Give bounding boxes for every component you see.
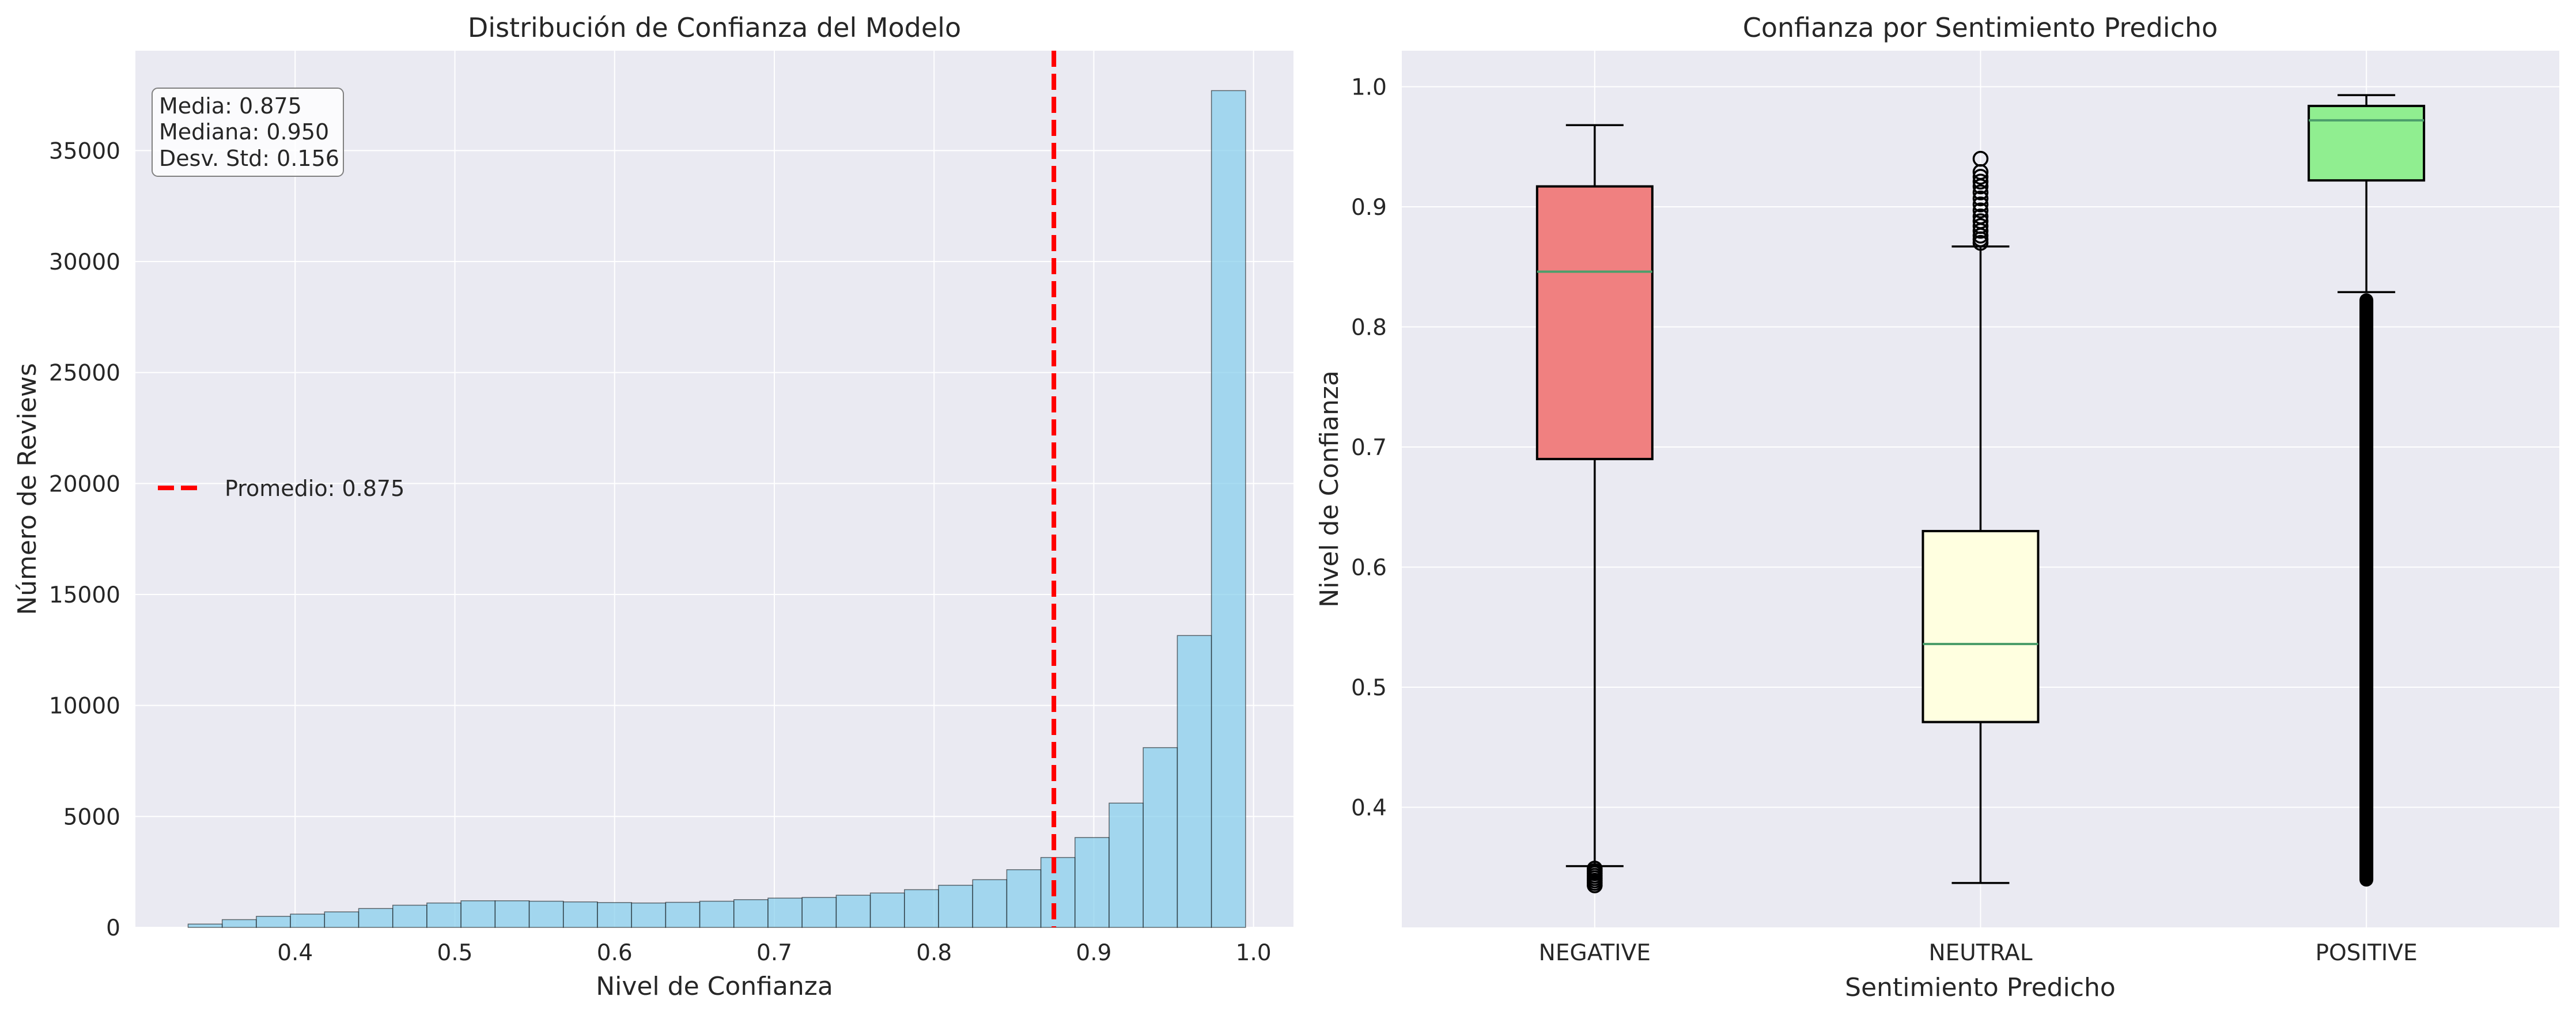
- box-iqr: [1921, 529, 2040, 723]
- histogram-x-tick-label: 0.5: [437, 940, 472, 966]
- histogram-bar: [665, 901, 701, 928]
- outlier-point: [1972, 218, 1989, 234]
- outlier-point: [1587, 861, 1603, 877]
- histogram-x-tick-label: 1.0: [1236, 940, 1272, 966]
- histogram-y-tick-label: 30000: [49, 249, 120, 275]
- histogram-bar: [426, 902, 462, 928]
- histogram-bar: [835, 895, 871, 928]
- boxplot-y-tick-label: 0.4: [1351, 795, 1387, 821]
- histogram-x-ticks: 0.4 0.5 0.6 0.7 0.8 0.9 1.0: [277, 940, 1271, 966]
- stats-box: Media: 0.875 Mediana: 0.950 Desv. Std: 0…: [152, 88, 344, 177]
- boxplot-x-ticks: NEGATIVE NEUTRAL POSITIVE: [1539, 940, 2418, 966]
- histogram-bar: [972, 879, 1008, 928]
- box-iqr: [1535, 185, 1654, 460]
- outlier-point: [1972, 173, 1989, 190]
- histogram-y-label: Número de Reviews: [13, 363, 42, 615]
- histogram-bar: [324, 911, 360, 928]
- boxplot-x-tick-label: NEUTRAL: [1928, 940, 2032, 966]
- histogram-y-ticks: 0 5000 10000 15000 20000 25000 30000 35000: [49, 138, 120, 941]
- histogram-bar: [733, 899, 769, 928]
- histogram-bars: [187, 90, 1246, 928]
- histogram-bar: [1143, 747, 1178, 928]
- histogram-bar: [767, 897, 803, 928]
- histogram-bar: [631, 902, 667, 928]
- boxplot-y-tick-label: 0.9: [1351, 195, 1387, 221]
- histogram-x-tick-label: 0.6: [597, 940, 633, 966]
- outlier-point: [1972, 196, 1989, 213]
- boxplot-boxes: [1535, 94, 2426, 893]
- histogram-bar: [528, 900, 564, 928]
- histogram-bar: [1040, 857, 1076, 928]
- histogram-y-tick-label: 25000: [49, 361, 120, 387]
- histogram-bar: [494, 900, 530, 928]
- histogram-bar: [1075, 837, 1110, 928]
- box-iqr: [2308, 104, 2426, 182]
- histogram-y-tick-label: 10000: [49, 694, 120, 719]
- stats-box-frame: [152, 88, 344, 177]
- stat-mean: Media: 0.875: [159, 93, 302, 119]
- histogram-y-tick-label: 15000: [49, 582, 120, 608]
- boxplot-title: Confianza por Sentimiento Predicho: [1743, 12, 2218, 43]
- histogram-x-label: Nivel de Confianza: [596, 972, 833, 1001]
- histogram-bar: [392, 904, 428, 928]
- histogram-bar: [904, 889, 939, 928]
- histogram-bar: [699, 900, 735, 928]
- histogram-plot-area: [135, 51, 1293, 927]
- boxplot-x-label: Sentimiento Predicho: [1845, 973, 2116, 1002]
- histogram-bar: [358, 908, 394, 928]
- histogram-bar: [801, 897, 837, 928]
- outlier-point: [1972, 190, 1989, 207]
- histogram-bar: [221, 919, 257, 928]
- outlier-point: [1972, 202, 1989, 219]
- boxplot-y-tick-label: 0.6: [1351, 555, 1387, 581]
- histogram-bar: [597, 902, 632, 928]
- outlier-point: [1972, 213, 1989, 229]
- histogram-bar: [1177, 635, 1212, 928]
- histogram-bar: [869, 892, 905, 928]
- boxplot-y-tick-label: 0.5: [1351, 675, 1387, 701]
- box-positive: [2308, 94, 2426, 887]
- box-neutral: [1921, 150, 2040, 884]
- boxplot-y-tick-label: 0.8: [1351, 315, 1387, 341]
- histogram-x-tick-label: 0.7: [756, 940, 792, 966]
- boxplot-x-tick-label: POSITIVE: [2316, 940, 2418, 966]
- histogram-bar: [1006, 869, 1042, 928]
- histogram-y-tick-label: 0: [106, 915, 120, 941]
- histogram-x-tick-label: 0.4: [277, 940, 313, 966]
- outlier-band: [2359, 293, 2374, 887]
- histogram-x-tick-label: 0.9: [1076, 940, 1111, 966]
- stat-std: Desv. Std: 0.156: [159, 146, 339, 171]
- stat-median: Mediana: 0.950: [159, 119, 329, 145]
- histogram-bar: [938, 885, 973, 928]
- histogram-y-tick-label: 5000: [63, 804, 120, 830]
- boxplot-x-tick-label: NEGATIVE: [1539, 940, 1651, 966]
- histogram-panel: 0.4 0.5 0.6 0.7 0.8 0.9 1.0 0 5000 10000 15000 200…: [13, 12, 1293, 1001]
- histogram-y-tick-label: 35000: [49, 138, 120, 164]
- histogram-title: Distribución de Confianza del Modelo: [468, 12, 961, 43]
- histogram-bar: [290, 914, 326, 928]
- histogram-y-tick-label: 20000: [49, 471, 120, 497]
- histogram-bar: [460, 900, 496, 928]
- histogram-bar: [187, 923, 223, 928]
- boxplot-y-label: Nivel de Confianza: [1315, 370, 1344, 608]
- outlier-point: [1972, 150, 1989, 167]
- legend-mean-label: Promedio: 0.875: [225, 476, 404, 501]
- boxplot-y-tick-label: 0.7: [1351, 435, 1387, 461]
- outlier-point: [1972, 169, 1989, 185]
- boxplot-panel: NEGATIVE NEUTRAL POSITIVE 0.40.50.60.70.80…: [1315, 12, 2559, 1002]
- boxplot-y-tick-label: 1.0: [1351, 75, 1387, 101]
- outlier-point: [1972, 184, 1989, 200]
- histogram-x-tick-label: 0.8: [916, 940, 952, 966]
- box-negative: [1535, 124, 1654, 893]
- histogram-bar: [562, 901, 598, 928]
- outlier-point: [1972, 208, 1989, 225]
- histogram-bar: [1109, 802, 1144, 928]
- histogram-bar: [1211, 90, 1246, 928]
- boxplot-y-ticks: 0.4 0.5 0.6 0.7 0.8 0.9 1.0: [1351, 75, 1387, 821]
- histogram-bar: [256, 915, 291, 928]
- histogram-legend: Promedio: 0.875: [158, 476, 404, 501]
